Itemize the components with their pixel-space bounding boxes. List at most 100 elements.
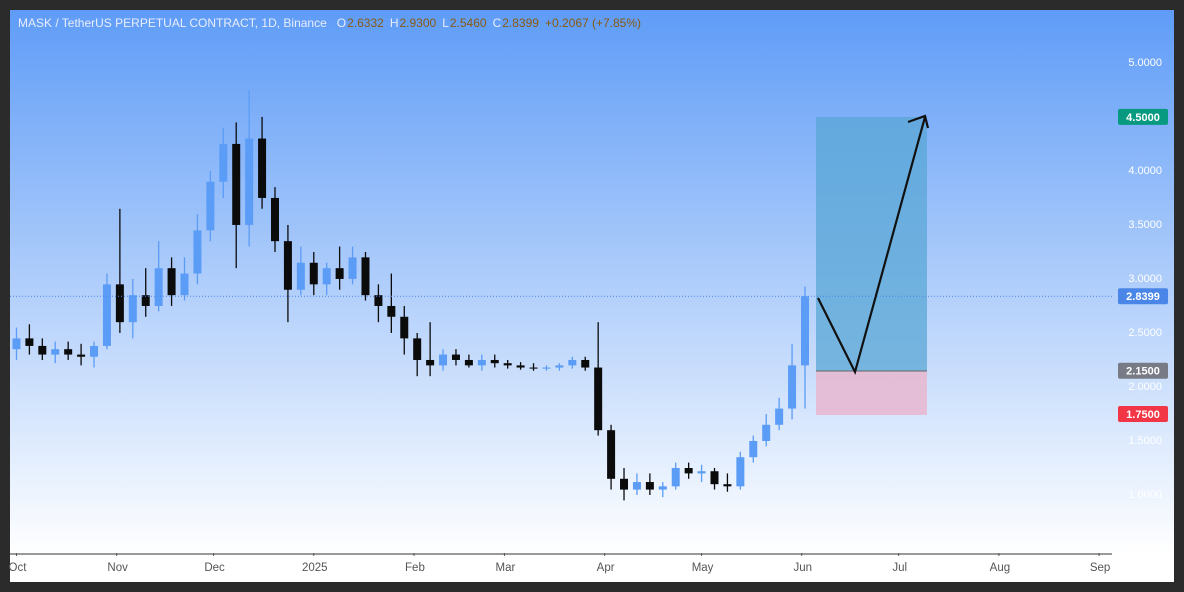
- ohlc-value: 2.6332: [347, 16, 384, 30]
- candle-body: [374, 295, 383, 306]
- candle-body: [788, 365, 797, 409]
- candle-body: [167, 268, 176, 296]
- plot-bg: [10, 10, 1174, 554]
- x-tick-label: Jul: [892, 562, 907, 574]
- time-axis-bg: [10, 554, 1174, 582]
- ohlc-key: L: [442, 16, 449, 30]
- candles: [12, 89, 809, 501]
- candle-body: [38, 345, 47, 355]
- candle-body: [64, 349, 73, 355]
- candle-body: [90, 345, 99, 357]
- candle-body: [400, 316, 409, 339]
- x-tick-label: Nov: [107, 562, 128, 574]
- x-tick-label: Feb: [405, 562, 425, 574]
- x-tick-label: Mar: [496, 562, 516, 574]
- candle-body: [193, 230, 202, 274]
- position-tool: [816, 117, 927, 415]
- candle-body: [77, 354, 86, 357]
- candle-body: [477, 359, 486, 366]
- x-tick-label: Oct: [9, 562, 28, 574]
- price-tag-label: 1.7500: [1126, 409, 1160, 421]
- candle-body: [490, 359, 499, 364]
- y-tick-label: 0.5000: [1128, 543, 1162, 555]
- price-tag: [1118, 288, 1168, 305]
- x-tick-label: Aug: [990, 562, 1010, 574]
- x-tick-label: Dec: [204, 562, 225, 574]
- candle-body: [258, 138, 267, 198]
- candle-body: [503, 363, 512, 366]
- y-tick-label: 5.0000: [1128, 57, 1162, 69]
- candle-body: [296, 262, 305, 290]
- y-tick-label: 1.5000: [1128, 435, 1162, 447]
- candle-body: [775, 408, 784, 425]
- price-tag-label: 2.8399: [1126, 291, 1160, 303]
- candle-body: [749, 440, 758, 458]
- price-tag: [1118, 362, 1168, 379]
- symbol-title: MASK / TetherUS PERPETUAL CONTRACT, 1D, …: [18, 16, 327, 30]
- candle-body: [128, 295, 137, 323]
- candle-body: [658, 486, 667, 490]
- candle-body: [697, 471, 706, 474]
- candle-body: [12, 338, 21, 350]
- candle-body: [516, 365, 525, 368]
- candle-body: [800, 296, 809, 366]
- candle-body: [245, 138, 254, 225]
- ohlc-change: +0.2067 (+7.85%): [545, 16, 641, 30]
- x-tick-label: Jun: [793, 562, 812, 574]
- candle-body: [451, 354, 460, 360]
- candle-body: [426, 359, 435, 366]
- candle-body: [219, 143, 228, 182]
- x-tick-label: 2025: [302, 562, 328, 574]
- price-tag-label: 2.1500: [1126, 366, 1160, 378]
- candle-body: [115, 284, 124, 323]
- stop-zone: [816, 371, 927, 415]
- ohlc-key: C: [493, 16, 502, 30]
- candle-body: [607, 430, 616, 479]
- price-tag: [1118, 108, 1168, 125]
- candle-body: [555, 365, 564, 368]
- candle-body: [542, 367, 551, 369]
- candle-body: [736, 457, 745, 487]
- candle-body: [51, 349, 60, 355]
- ohlc-value: 2.5460: [450, 16, 487, 30]
- candle-body: [413, 338, 422, 360]
- candle-body: [581, 359, 590, 368]
- candle-body: [387, 305, 396, 317]
- candle-body: [762, 424, 771, 441]
- candle-body: [529, 367, 538, 369]
- candle-body: [594, 367, 603, 431]
- y-tick-label: 3.5000: [1128, 219, 1162, 231]
- candle-body: [710, 471, 719, 485]
- y-tick-label: 1.0000: [1128, 489, 1162, 501]
- candle-body: [335, 268, 344, 279]
- price-tag-label: 4.5000: [1126, 112, 1160, 124]
- arrow-head: [907, 114, 930, 129]
- candle-body: [232, 143, 241, 225]
- target-zone: [816, 117, 927, 371]
- x-tick-label: May: [692, 562, 714, 574]
- candle-body: [439, 354, 448, 366]
- x-tick-label: Sep: [1090, 562, 1110, 574]
- x-tick-label: Apr: [597, 562, 615, 574]
- candle-body: [102, 284, 111, 346]
- y-tick-label: 3.0000: [1128, 273, 1162, 285]
- candle-body: [206, 181, 215, 231]
- candle-body: [684, 467, 693, 474]
- candle-body: [620, 478, 629, 490]
- ohlc-value: 2.9300: [399, 16, 436, 30]
- candle-body: [723, 484, 732, 487]
- price-tag: [1118, 405, 1168, 422]
- candle-body: [283, 241, 292, 290]
- candle-body: [671, 467, 680, 487]
- projection-arrow: [817, 116, 927, 376]
- candle-body: [270, 197, 279, 242]
- candle-body: [180, 273, 189, 296]
- ohlc-value: 2.8399: [502, 16, 539, 30]
- y-tick-label: 2.0000: [1128, 381, 1162, 393]
- candle-body: [568, 359, 577, 366]
- ohlc-key: H: [390, 16, 399, 30]
- candle-body: [322, 268, 331, 285]
- candle-body: [154, 268, 163, 306]
